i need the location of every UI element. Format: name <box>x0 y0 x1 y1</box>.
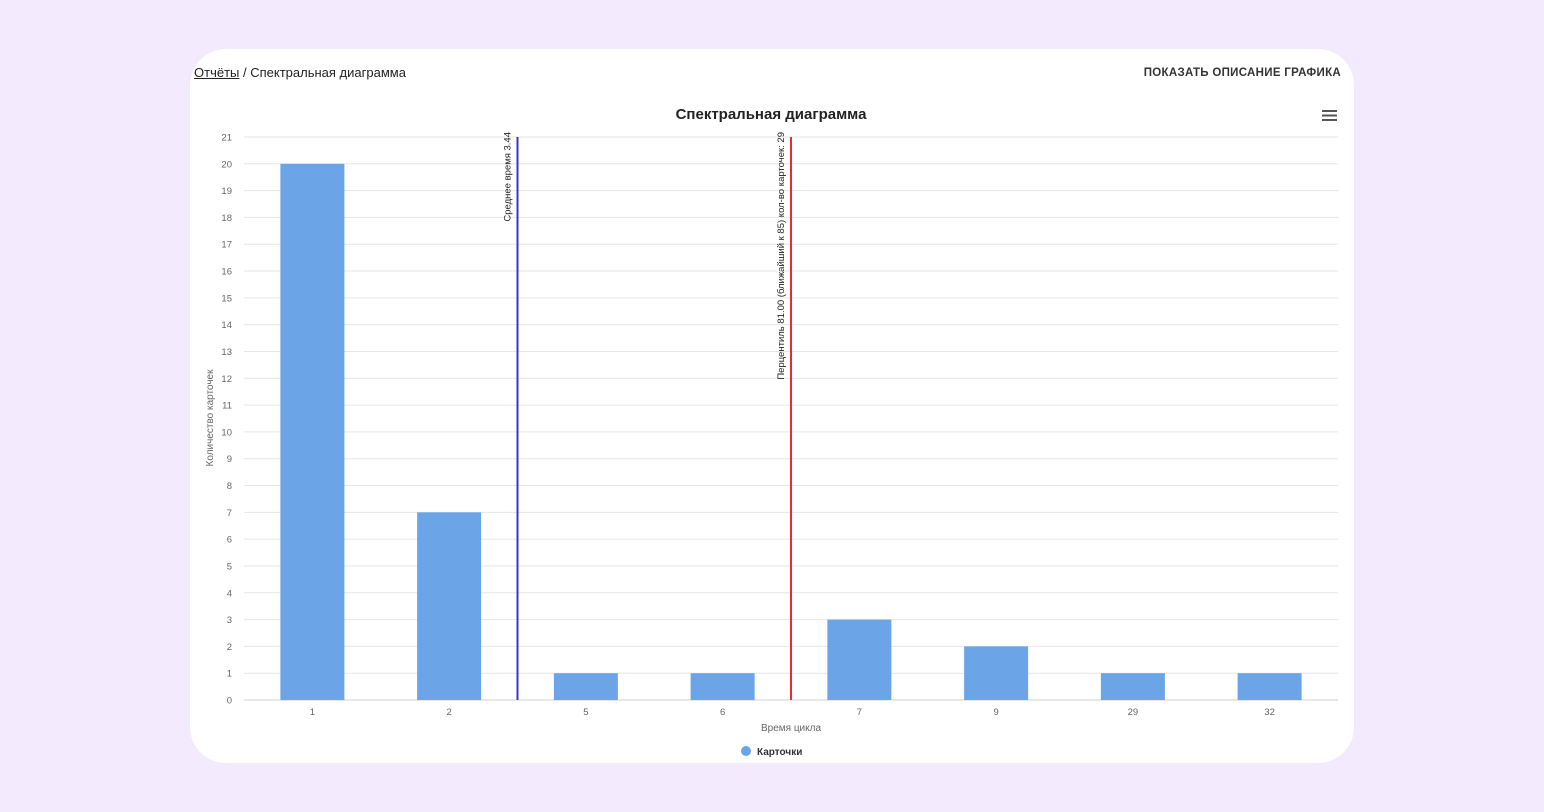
reference-line-label: Среднее время 3.44 <box>503 132 514 222</box>
bar[interactable] <box>690 673 755 700</box>
reference-lines: Среднее время 3.44 Перцентиль 81.00 (ближ… <box>503 132 792 700</box>
y-tick-label: 7 <box>227 508 232 519</box>
bar[interactable] <box>553 673 618 700</box>
show-description-button[interactable]: ПОКАЗАТЬ ОПИСАНИЕ ГРАФИКА <box>1143 67 1341 79</box>
y-tick-label: 6 <box>227 535 232 546</box>
legend-marker <box>741 746 751 756</box>
x-tick-label: 5 <box>583 707 588 718</box>
bar[interactable] <box>964 646 1029 700</box>
y-tick-label: 8 <box>227 481 232 492</box>
y-tick-label: 0 <box>227 696 232 707</box>
hamburger-menu-icon[interactable] <box>1322 110 1337 121</box>
x-tick-label: 9 <box>993 707 998 718</box>
y-tick-label: 21 <box>221 133 232 144</box>
y-tick-label: 17 <box>221 240 232 251</box>
y-tick-label: 2 <box>227 642 232 653</box>
x-tick-label: 7 <box>857 707 862 718</box>
chart-card <box>190 49 1354 763</box>
bars <box>280 163 1302 701</box>
y-tick-label: 1 <box>227 669 232 680</box>
y-tick-label: 5 <box>227 561 232 572</box>
x-tick-label: 2 <box>446 707 451 718</box>
y-tick-label: 13 <box>221 347 232 358</box>
y-tick-label: 16 <box>221 267 232 278</box>
bar[interactable] <box>1237 673 1302 700</box>
bar[interactable] <box>827 619 892 700</box>
legend[interactable]: Карточки <box>741 746 802 758</box>
x-tick-label: 6 <box>720 707 725 718</box>
legend-label: Карточки <box>757 747 802 758</box>
y-tick-label: 14 <box>221 320 232 331</box>
y-tick-label: 11 <box>222 401 232 412</box>
bar[interactable] <box>417 512 482 700</box>
y-tick-label: 20 <box>221 159 232 170</box>
bar[interactable] <box>280 163 345 701</box>
y-tick-label: 12 <box>221 374 232 385</box>
breadcrumb: Отчёты / Спектральная диаграмма <box>194 65 406 81</box>
x-axis-label: Время цикла <box>761 723 821 734</box>
x-tick-label: 1 <box>310 707 315 718</box>
bar[interactable] <box>1100 673 1165 700</box>
x-tick-label: 29 <box>1128 707 1139 718</box>
reference-line-label: Перцентиль 81.00 (ближайший к 85) кол-во… <box>776 132 787 380</box>
y-tick-label: 18 <box>221 213 232 224</box>
breadcrumb-link-reports[interactable]: Отчёты <box>194 65 240 80</box>
y-axis-label: Количество карточек <box>205 369 216 467</box>
chart-title: Спектральная диаграмма <box>676 106 867 123</box>
breadcrumb-separator: / <box>239 65 251 80</box>
y-tick-label: 3 <box>227 615 232 626</box>
breadcrumb-current: Спектральная диаграмма <box>250 65 406 80</box>
y-tick-label: 4 <box>227 588 232 599</box>
y-tick-label: 15 <box>221 293 232 304</box>
y-tick-label: 9 <box>227 454 232 465</box>
x-axis-ticks: 1 2 5 6 7 9 29 32 <box>310 707 1275 718</box>
y-tick-label: 10 <box>221 427 232 438</box>
x-tick-label: 32 <box>1264 707 1275 718</box>
y-tick-label: 19 <box>221 186 232 197</box>
